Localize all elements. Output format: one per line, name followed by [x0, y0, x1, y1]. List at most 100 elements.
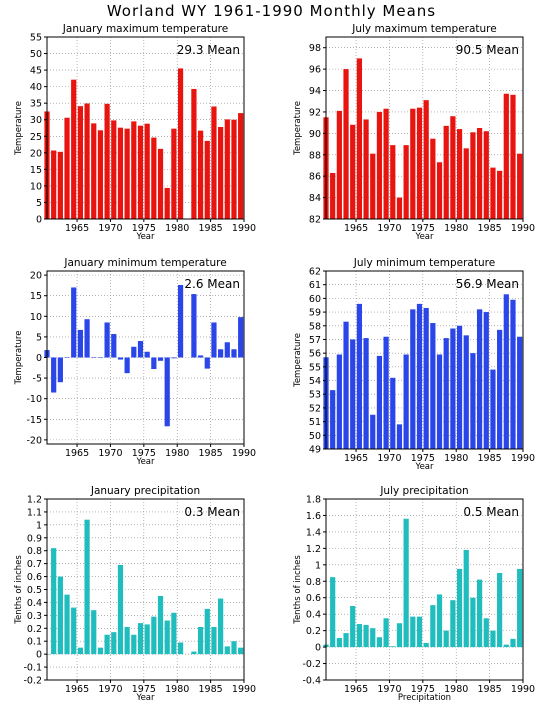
y-tick-label: 94	[309, 86, 321, 97]
mean-label: 0.5 Mean	[463, 505, 519, 519]
bar	[51, 150, 57, 219]
bar	[503, 644, 509, 648]
bar	[77, 106, 83, 219]
bar	[164, 187, 170, 219]
y-tick-label: -20	[26, 435, 42, 446]
bar	[483, 131, 489, 219]
x-tick-label: 1990	[232, 448, 256, 459]
x-tick-label: 1980	[165, 223, 189, 234]
bar	[490, 630, 496, 648]
bar	[71, 287, 77, 358]
x-tick-label: 1970	[377, 684, 401, 695]
y-tick-label: 1.2	[27, 495, 42, 506]
bar	[390, 377, 396, 449]
y-tick-label: 1.8	[306, 495, 321, 506]
y-tick-label: 0.3	[27, 611, 42, 622]
bar	[517, 153, 523, 219]
bar	[164, 620, 170, 655]
bar	[470, 597, 476, 648]
y-tick-label: 86	[309, 172, 321, 183]
y-axis-label: Tenths of inches	[14, 555, 24, 625]
y-tick-label: 1.4	[306, 527, 321, 538]
x-tick-label: 1965	[65, 448, 89, 459]
x-tick-label: 1965	[65, 684, 89, 695]
bar	[131, 346, 137, 358]
bar	[350, 124, 356, 219]
y-tick-label: 1.6	[306, 511, 321, 522]
y-tick-label: 88	[309, 150, 321, 161]
x-axis-label: Year	[136, 693, 156, 703]
x-tick-label: 1975	[132, 448, 156, 459]
bar	[117, 127, 124, 219]
bar	[124, 128, 130, 219]
chart-title: January maximum temperature	[62, 23, 228, 35]
bar	[157, 595, 164, 655]
y-tick-label: 0.6	[306, 593, 321, 604]
bar	[476, 128, 483, 219]
y-tick-label: 10	[30, 312, 42, 323]
chart-panel-4: 49 50 51 52 53 54 55 56 57 58 59 60 61 62 1965 1970 1975…	[293, 257, 535, 472]
bar	[104, 103, 110, 219]
bar	[456, 325, 463, 449]
bar	[177, 285, 184, 358]
bar	[204, 608, 210, 655]
bar	[476, 309, 483, 449]
y-tick-label: 56	[309, 349, 321, 360]
plot-frame	[325, 270, 524, 450]
x-tick-label: 1990	[511, 223, 535, 234]
bar	[356, 303, 362, 449]
bar	[503, 93, 509, 219]
bar	[403, 354, 409, 449]
y-tick-label: 54	[309, 376, 321, 387]
bar	[356, 624, 362, 648]
y-tick-label: 58	[309, 321, 321, 332]
mean-label: 90.5 Mean	[456, 43, 519, 57]
bar	[503, 294, 509, 449]
bar	[490, 369, 496, 449]
y-tick-label: -0.2	[23, 676, 42, 687]
y-axis-label: Temperature	[293, 101, 303, 156]
bar	[137, 623, 144, 655]
y-tick-label: 59	[309, 308, 321, 319]
bar	[490, 167, 496, 219]
bar	[191, 88, 197, 219]
bar	[356, 58, 362, 219]
y-tick-label: 0.8	[27, 546, 42, 557]
x-tick-label: 1965	[65, 223, 89, 234]
y-tick-label: 25	[30, 132, 42, 143]
y-tick-label: 62	[309, 267, 321, 278]
bar	[410, 108, 416, 219]
y-tick-label: 55	[309, 362, 321, 373]
bar	[171, 612, 177, 655]
bar	[77, 329, 83, 358]
bar	[64, 117, 70, 219]
bar	[191, 294, 197, 358]
bar	[77, 647, 83, 655]
y-tick-label: 5	[36, 332, 42, 343]
bar	[403, 518, 409, 648]
y-tick-label: 15	[30, 291, 42, 302]
plot-frame	[325, 498, 524, 681]
x-tick-label: 1990	[511, 684, 535, 695]
y-tick-label: 35	[30, 99, 42, 110]
bar	[57, 576, 63, 655]
bar	[363, 119, 369, 219]
bar	[476, 579, 483, 648]
bar	[131, 121, 137, 219]
bar	[510, 94, 516, 219]
bar	[204, 357, 210, 369]
y-tick-label: 0.4	[27, 598, 42, 609]
bar	[343, 69, 349, 219]
x-tick-label: 1965	[344, 453, 368, 464]
bar	[370, 414, 376, 449]
bar	[124, 357, 130, 374]
x-tick-label: 1980	[444, 223, 468, 234]
bar	[91, 357, 97, 358]
bar	[104, 634, 110, 655]
x-tick-label: 1980	[165, 684, 189, 695]
bar	[231, 119, 237, 219]
bar	[111, 334, 117, 358]
bar	[137, 125, 144, 219]
bar	[84, 319, 90, 358]
bar	[218, 598, 224, 655]
